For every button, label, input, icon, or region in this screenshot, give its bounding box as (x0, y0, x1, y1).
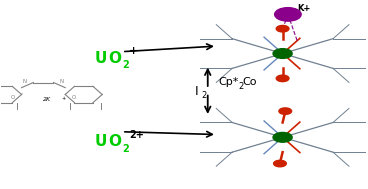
Text: Cp*: Cp* (219, 77, 239, 87)
Text: 2: 2 (201, 91, 207, 100)
Text: N: N (23, 79, 27, 84)
Text: Co: Co (243, 77, 257, 87)
Circle shape (273, 160, 286, 167)
Text: K+: K+ (297, 5, 311, 13)
Text: ·: · (21, 91, 23, 97)
Text: U: U (95, 51, 107, 66)
Text: U: U (95, 135, 107, 149)
Text: O: O (109, 135, 121, 149)
Circle shape (276, 26, 289, 32)
Text: O: O (109, 51, 121, 66)
Circle shape (275, 8, 301, 21)
Text: I: I (195, 85, 199, 98)
Text: O: O (11, 95, 15, 100)
Text: 2: 2 (122, 143, 129, 153)
Text: 2+: 2+ (129, 129, 144, 139)
Text: O: O (71, 95, 76, 100)
Text: +: + (129, 46, 138, 56)
Circle shape (273, 132, 292, 142)
Text: 2: 2 (239, 82, 244, 91)
Text: 2: 2 (122, 60, 129, 70)
Text: ·: · (64, 91, 66, 97)
Circle shape (276, 75, 289, 82)
Circle shape (279, 108, 291, 114)
Text: +: + (61, 96, 66, 101)
Text: 2K: 2K (43, 97, 51, 102)
Circle shape (273, 49, 292, 58)
Text: N: N (60, 79, 64, 84)
